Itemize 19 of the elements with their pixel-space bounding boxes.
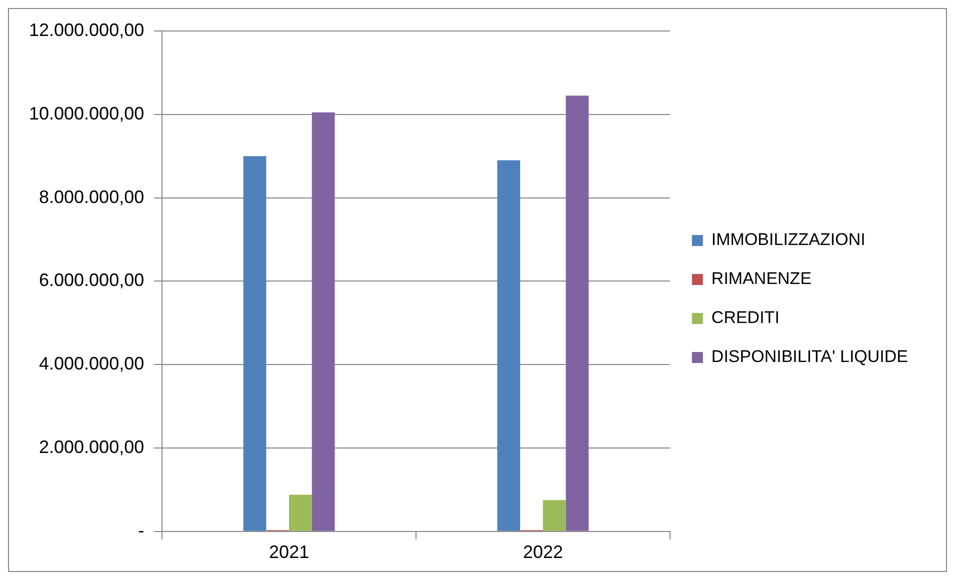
x-tick-label: 2021 <box>269 542 310 562</box>
bar <box>566 96 589 531</box>
y-tick-label: 4.000.000,00 <box>39 354 144 374</box>
legend-label: RIMANENZE <box>711 269 812 288</box>
y-tick-label: 10.000.000,00 <box>28 103 144 124</box>
y-tick-label: - <box>138 520 144 540</box>
legend-label: DISPONIBILITA' LIQUIDE <box>711 347 908 366</box>
bar <box>312 112 335 531</box>
y-tick-label: 8.000.000,00 <box>39 186 144 207</box>
x-tick-label: 2022 <box>522 542 563 562</box>
bar <box>542 500 566 531</box>
legend-label: IMMOBILIZZAZIONI <box>711 230 866 250</box>
bar <box>497 160 520 531</box>
y-tick-label: 2.000.000,00 <box>39 436 144 457</box>
y-tick-label: 6.000.000,00 <box>39 270 144 290</box>
legend-label: CREDITI <box>711 308 780 328</box>
bar <box>289 494 312 531</box>
y-tick-label: 12.000.000,00 <box>28 20 144 40</box>
bar <box>243 156 266 531</box>
